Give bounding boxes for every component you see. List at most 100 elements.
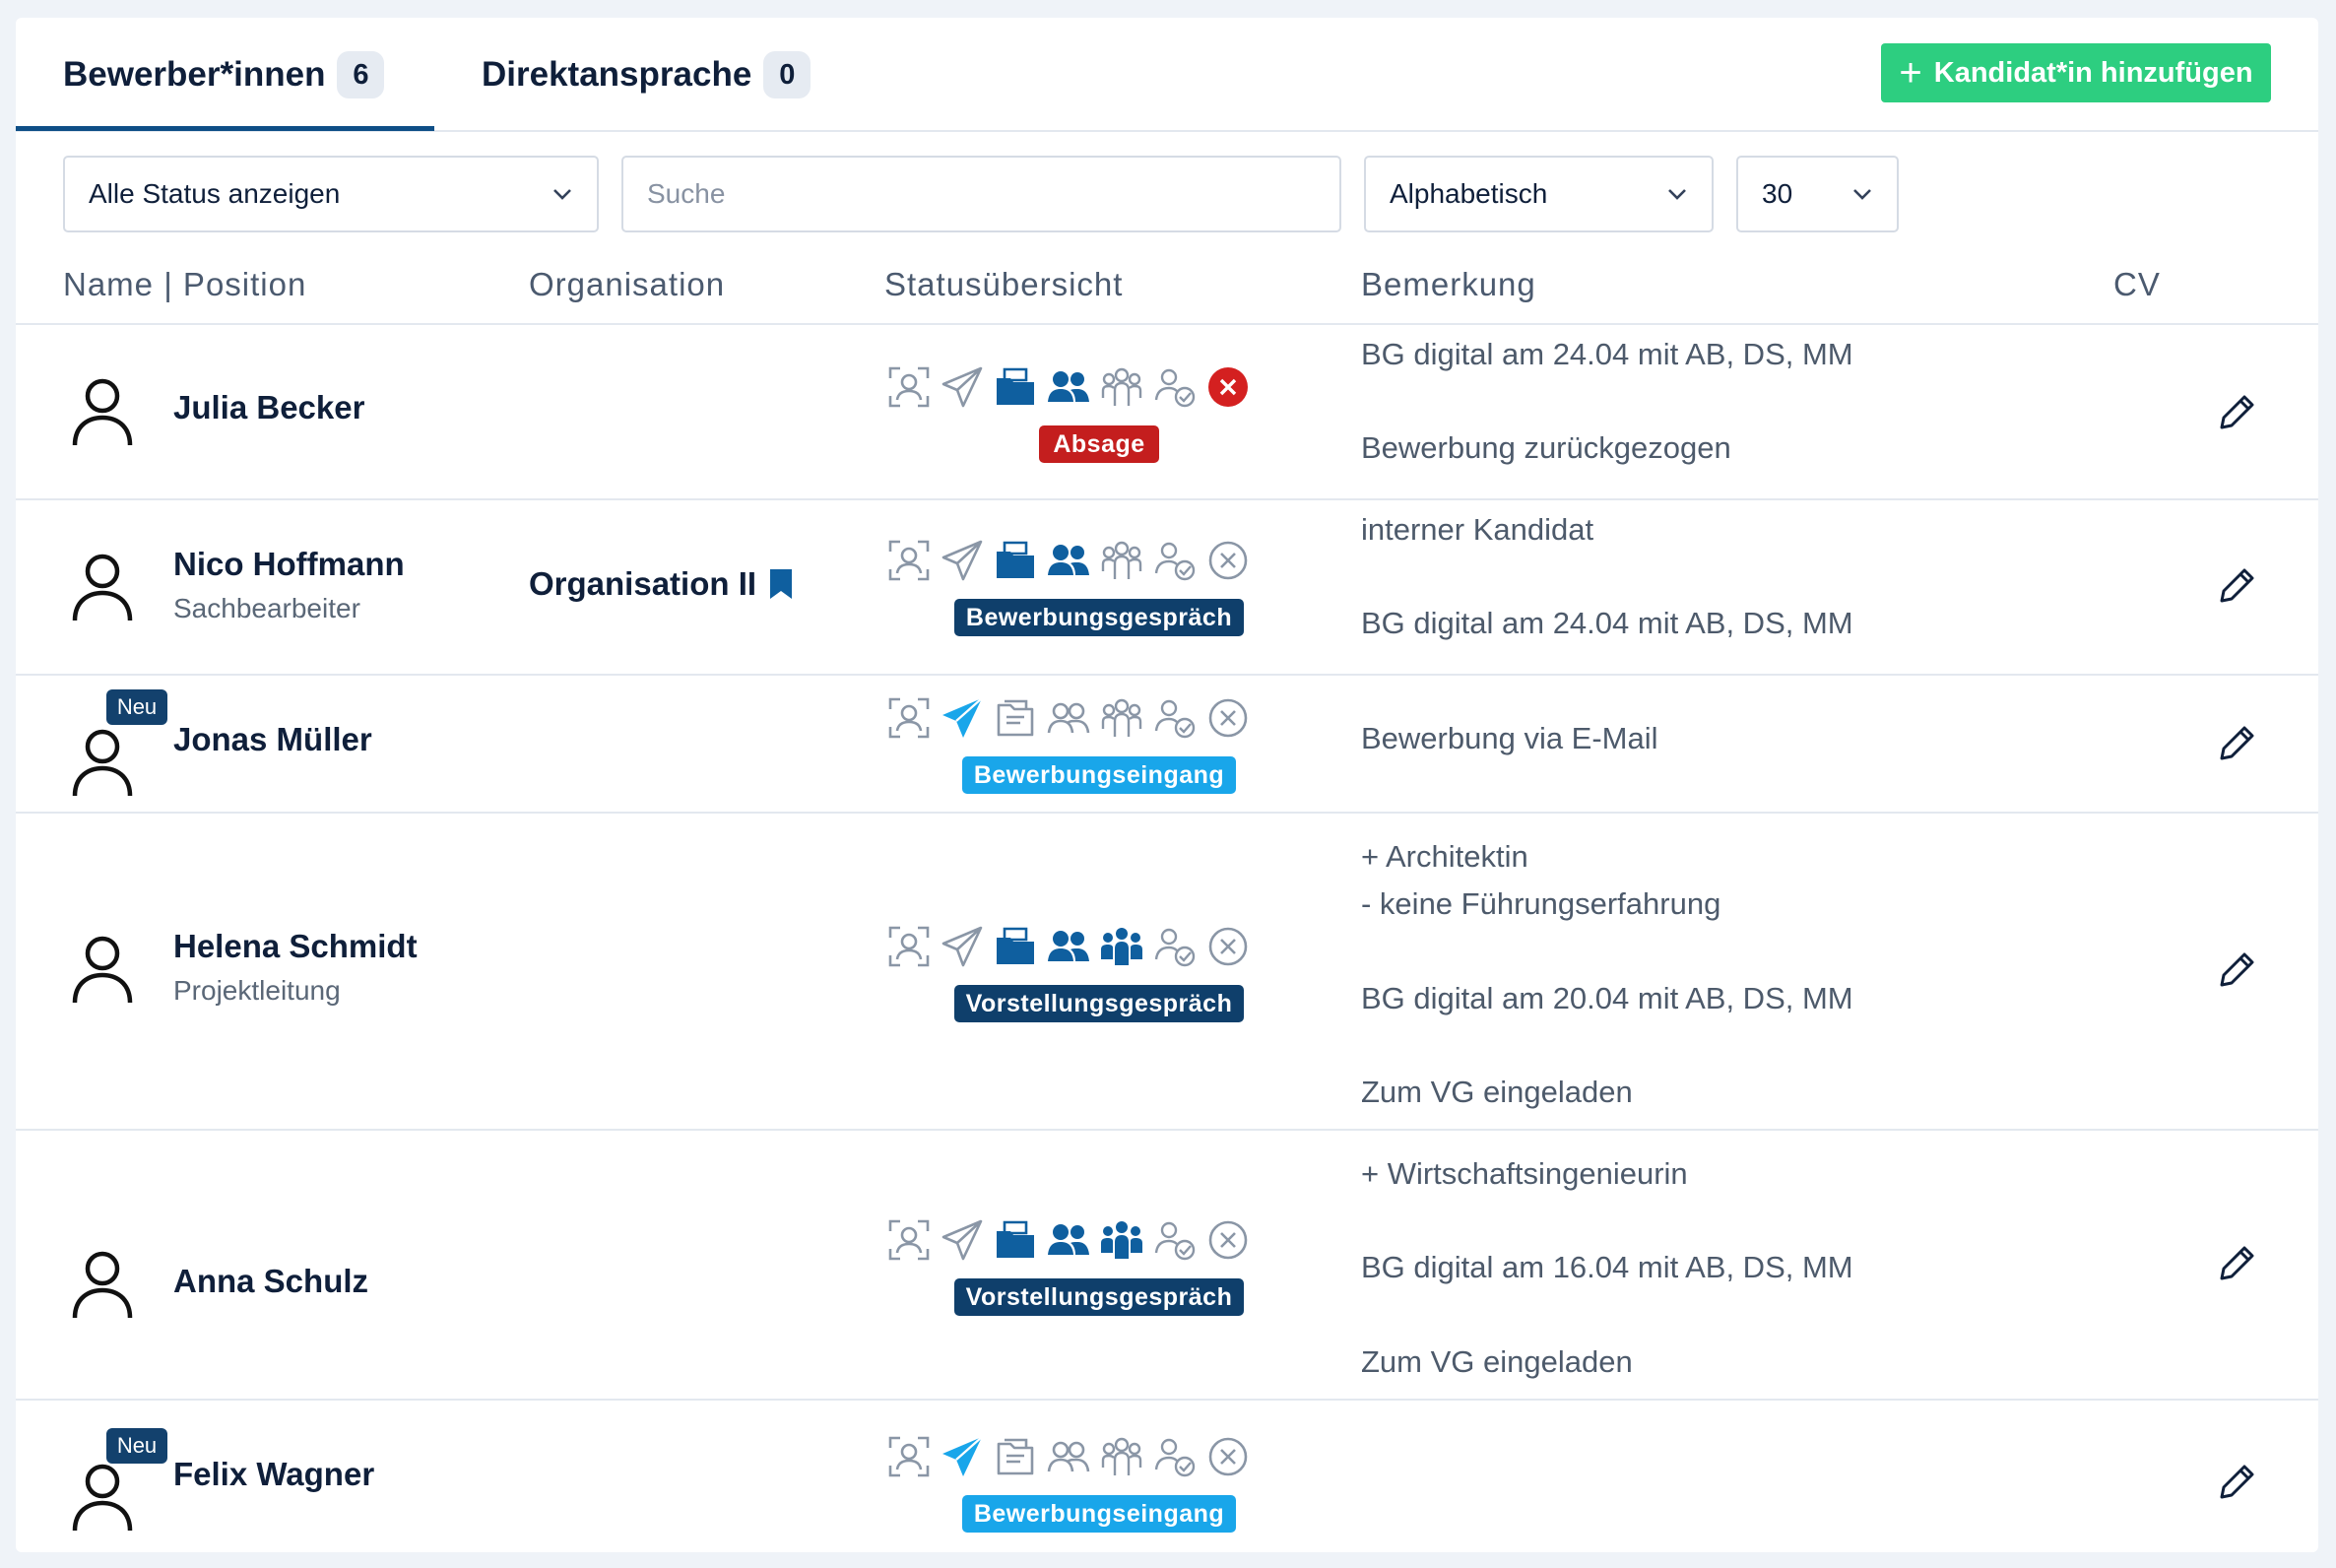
folder-icon[interactable] <box>993 538 1038 583</box>
tab-direktansprache[interactable]: Direktansprache 0 <box>482 18 811 132</box>
note-line: Zum VG eingeladen <box>1361 1075 1633 1109</box>
user-avatar-icon <box>71 376 134 447</box>
reject-icon[interactable] <box>1205 924 1251 969</box>
group-icon[interactable] <box>1099 695 1144 741</box>
applicants-card: Bewerber*innen 6 Direktansprache 0 + Kan… <box>16 18 2318 1552</box>
user-check-icon[interactable] <box>1152 924 1198 969</box>
column-header-cv: CV <box>2113 266 2161 302</box>
note-line: Zum VG eingeladen <box>1361 1344 1633 1379</box>
organisation-name: Organisation II <box>529 565 794 603</box>
profile-scan-icon[interactable] <box>886 538 932 583</box>
people-icon[interactable] <box>1046 695 1091 741</box>
table-row[interactable]: Julia Becker Absage BG digital am 24.04 mi… <box>16 325 2318 500</box>
candidate-name[interactable]: Nico Hoffmann <box>173 546 405 582</box>
paper-plane-icon[interactable] <box>940 364 985 410</box>
group-icon[interactable] <box>1099 1434 1144 1479</box>
candidate-name[interactable]: Jonas Müller <box>173 721 372 757</box>
paper-plane-icon[interactable] <box>940 695 985 741</box>
people-icon[interactable] <box>1046 1217 1091 1263</box>
table-row[interactable]: Neu Felix Wagner Bewerbungseingang <box>16 1401 2318 1552</box>
folder-icon[interactable] <box>993 1217 1038 1263</box>
column-header-organisation[interactable]: Organisation <box>529 266 726 302</box>
profile-scan-icon[interactable] <box>886 1434 932 1479</box>
note-line: BG digital am 16.04 mit AB, DS, MM <box>1361 1250 1853 1284</box>
user-check-icon[interactable] <box>1152 364 1198 410</box>
pencil-icon[interactable] <box>2218 723 2257 762</box>
reject-icon[interactable] <box>1205 538 1251 583</box>
candidate-name[interactable]: Julia Becker <box>173 389 365 425</box>
profile-scan-icon[interactable] <box>886 695 932 741</box>
tab-label: Direktansprache <box>482 55 752 94</box>
pencil-icon[interactable] <box>2218 1243 2257 1282</box>
user-check-icon[interactable] <box>1152 695 1198 741</box>
group-icon[interactable] <box>1099 364 1144 410</box>
profile-scan-icon[interactable] <box>886 924 932 969</box>
people-icon[interactable] <box>1046 364 1091 410</box>
status-filter-select[interactable]: Alle Status anzeigen <box>63 156 599 232</box>
user-check-icon[interactable] <box>1152 1434 1198 1479</box>
search-input[interactable]: Suche <box>621 156 1341 232</box>
sort-value: Alphabetisch <box>1390 178 1548 209</box>
pencil-icon[interactable] <box>2218 949 2257 989</box>
per-page-select[interactable]: 30 <box>1736 156 1899 232</box>
people-icon[interactable] <box>1046 924 1091 969</box>
table-row[interactable]: Helena Schmidt Projektleitung Vorstellungs… <box>16 814 2318 1131</box>
group-icon[interactable] <box>1099 924 1144 969</box>
note-line: - keine Führungserfahrung <box>1361 886 1721 921</box>
chevron-down-icon <box>553 189 571 200</box>
folder-icon[interactable] <box>993 924 1038 969</box>
status-steps <box>886 538 1251 583</box>
group-icon[interactable] <box>1099 538 1144 583</box>
add-candidate-button[interactable]: + Kandidat*in hinzufügen <box>1881 43 2271 102</box>
status-filter-value: Alle Status anzeigen <box>89 178 341 209</box>
status-badge: Bewerbungseingang <box>962 756 1236 794</box>
status-badge: Bewerbungseingang <box>962 1495 1236 1533</box>
user-avatar-icon <box>71 1462 134 1533</box>
profile-scan-icon[interactable] <box>886 364 932 410</box>
profile-scan-icon[interactable] <box>886 1217 932 1263</box>
group-icon[interactable] <box>1099 1217 1144 1263</box>
header-divider <box>16 323 2318 325</box>
table-row[interactable]: Neu Jonas Müller Bewerbungseingang Bewerbun… <box>16 676 2318 814</box>
sort-select[interactable]: Alphabetisch <box>1364 156 1714 232</box>
table-row[interactable]: Nico Hoffmann Sachbearbeiter Organisation … <box>16 500 2318 676</box>
folder-icon[interactable] <box>993 1434 1038 1479</box>
reject-icon[interactable] <box>1205 695 1251 741</box>
note-line: BG digital am 20.04 mit AB, DS, MM <box>1361 981 1853 1015</box>
plus-icon: + <box>1899 51 1922 95</box>
table-row[interactable]: Anna Schulz Vorstellungsgespräch + Wirtsch… <box>16 1131 2318 1401</box>
paper-plane-icon[interactable] <box>940 1434 985 1479</box>
note-line: Bewerbung via E-Mail <box>1361 721 1658 755</box>
status-steps <box>886 924 1251 969</box>
people-icon[interactable] <box>1046 1434 1091 1479</box>
status-steps <box>886 695 1251 741</box>
candidate-name[interactable]: Anna Schulz <box>173 1263 369 1299</box>
note-line: BG digital am 24.04 mit AB, DS, MM <box>1361 337 1853 371</box>
per-page-value: 30 <box>1762 178 1793 209</box>
paper-plane-icon[interactable] <box>940 1217 985 1263</box>
pencil-icon[interactable] <box>2218 1462 2257 1501</box>
status-badge: Bewerbungsgespräch <box>954 599 1244 636</box>
paper-plane-icon[interactable] <box>940 538 985 583</box>
add-candidate-label: Kandidat*in hinzufügen <box>1933 56 2253 89</box>
pencil-icon[interactable] <box>2218 565 2257 605</box>
people-icon[interactable] <box>1046 538 1091 583</box>
tab-bewerberinnen[interactable]: Bewerber*innen 6 <box>63 18 385 132</box>
status-badge: Absage <box>1039 425 1159 463</box>
organisation-label: Organisation II <box>529 565 757 602</box>
user-check-icon[interactable] <box>1152 1217 1198 1263</box>
column-header-name[interactable]: Name | Position <box>63 266 307 302</box>
tab-bar: Bewerber*innen 6 Direktansprache 0 + Kan… <box>16 18 2318 132</box>
pencil-icon[interactable] <box>2218 392 2257 431</box>
note-line: BG digital am 24.04 mit AB, DS, MM <box>1361 606 1853 640</box>
reject-icon[interactable] <box>1205 1217 1251 1263</box>
paper-plane-icon[interactable] <box>940 924 985 969</box>
chevron-down-icon <box>1853 189 1871 200</box>
folder-icon[interactable] <box>993 364 1038 410</box>
candidate-name[interactable]: Helena Schmidt <box>173 928 418 964</box>
candidate-name[interactable]: Felix Wagner <box>173 1456 375 1492</box>
user-check-icon[interactable] <box>1152 538 1198 583</box>
folder-icon[interactable] <box>993 695 1038 741</box>
reject-icon[interactable] <box>1205 364 1251 410</box>
reject-icon[interactable] <box>1205 1434 1251 1479</box>
